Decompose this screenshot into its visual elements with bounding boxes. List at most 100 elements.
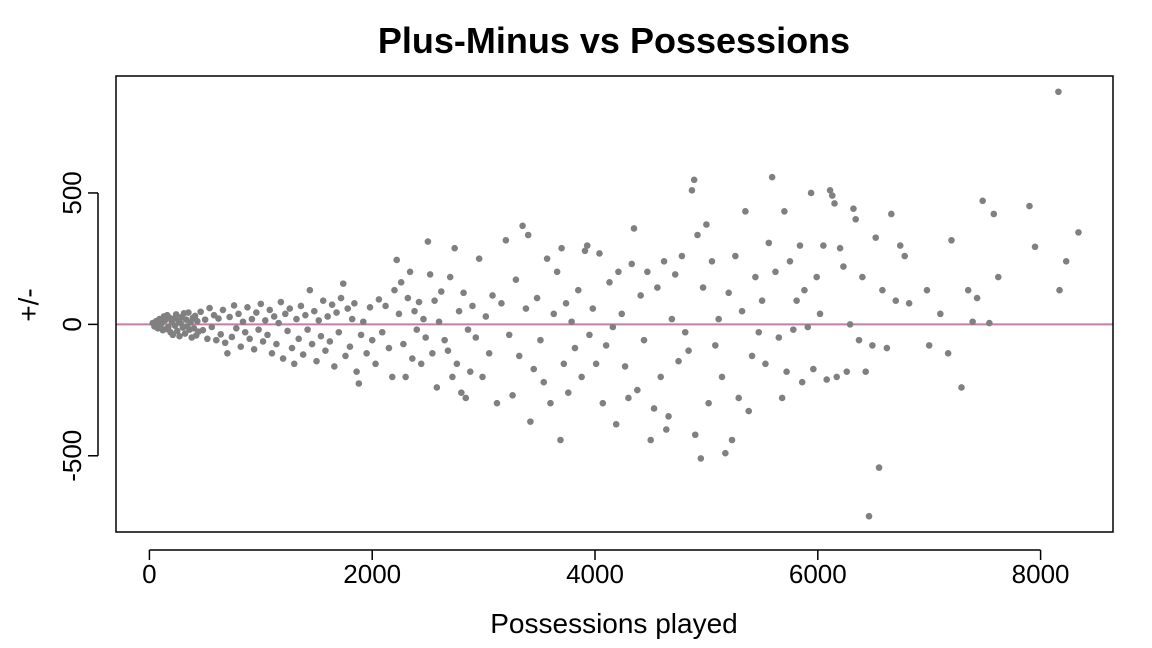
data-point xyxy=(512,276,520,283)
data-point xyxy=(295,335,302,343)
data-point xyxy=(560,360,568,368)
data-point xyxy=(705,399,712,407)
x-tick-label: 8000 xyxy=(1012,559,1070,589)
data-point xyxy=(755,328,763,336)
data-point xyxy=(266,306,274,314)
data-point xyxy=(191,312,199,320)
data-point xyxy=(901,252,908,260)
data-point xyxy=(217,331,225,338)
data-point xyxy=(807,189,815,197)
data-point xyxy=(212,336,220,344)
data-point xyxy=(668,315,676,323)
x-axis-label: Possessions played xyxy=(490,608,737,639)
data-point xyxy=(571,344,579,352)
data-point xyxy=(550,310,558,318)
data-point xyxy=(466,368,474,375)
data-point xyxy=(219,306,227,314)
data-point xyxy=(224,349,231,357)
data-point xyxy=(165,323,172,331)
x-tick-label: 6000 xyxy=(789,559,847,589)
data-point xyxy=(775,334,783,341)
data-point xyxy=(433,384,441,391)
data-point xyxy=(420,315,427,323)
data-point xyxy=(732,252,739,260)
data-point xyxy=(397,279,405,286)
data-point xyxy=(738,307,746,315)
data-point xyxy=(264,331,271,339)
data-point xyxy=(637,292,644,299)
data-point xyxy=(879,286,886,294)
data-point xyxy=(328,301,336,308)
data-point xyxy=(337,294,345,302)
data-point xyxy=(783,368,790,375)
data-point xyxy=(596,250,603,257)
data-point xyxy=(786,257,794,265)
data-point xyxy=(515,352,523,360)
data-point xyxy=(284,327,291,335)
data-point xyxy=(592,360,600,368)
data-point xyxy=(612,420,620,428)
data-point xyxy=(527,418,534,425)
data-point xyxy=(498,300,505,307)
data-point xyxy=(820,242,827,249)
data-point xyxy=(869,342,876,349)
data-point xyxy=(712,342,719,349)
data-point xyxy=(302,311,309,319)
data-point xyxy=(339,280,347,287)
y-tick-label: 0 xyxy=(57,317,87,331)
data-point xyxy=(625,394,632,402)
data-point xyxy=(429,349,436,357)
data-point xyxy=(458,389,465,397)
data-point xyxy=(509,392,516,399)
data-point xyxy=(277,298,285,306)
data-point xyxy=(671,271,679,278)
data-point xyxy=(944,349,952,357)
data-point xyxy=(505,331,513,339)
data-point xyxy=(681,328,689,336)
data-point xyxy=(923,286,931,294)
x-tick-label: 4000 xyxy=(566,559,624,589)
data-point xyxy=(372,360,379,368)
data-point xyxy=(1075,229,1082,236)
data-point xyxy=(253,309,260,316)
data-point xyxy=(355,380,363,387)
data-point xyxy=(562,300,570,307)
data-point xyxy=(297,302,305,310)
data-point xyxy=(675,357,682,365)
data-point xyxy=(537,336,544,344)
data-point xyxy=(453,360,461,368)
data-point xyxy=(657,373,665,381)
data-point xyxy=(831,200,838,207)
data-point xyxy=(524,231,532,239)
y-tick-label: 500 xyxy=(57,171,87,214)
data-point xyxy=(215,315,222,322)
data-point xyxy=(286,305,294,312)
data-point xyxy=(1026,202,1033,210)
data-point xyxy=(268,349,276,357)
data-point xyxy=(444,347,452,354)
data-point xyxy=(194,317,201,325)
data-point xyxy=(315,317,323,324)
data-point xyxy=(1062,257,1070,265)
data-point xyxy=(630,225,638,232)
data-point xyxy=(762,360,769,368)
data-point xyxy=(994,273,1002,281)
data-point xyxy=(843,368,851,375)
data-point xyxy=(813,273,820,281)
data-point xyxy=(781,208,788,215)
data-point xyxy=(589,305,597,312)
data-point xyxy=(319,297,327,305)
data-point xyxy=(475,255,483,262)
data-point xyxy=(375,296,383,303)
data-point xyxy=(346,343,354,351)
data-point xyxy=(173,327,181,335)
data-point xyxy=(382,302,389,310)
data-point xyxy=(363,349,370,357)
data-point xyxy=(578,373,585,381)
data-point xyxy=(892,297,900,305)
data-point xyxy=(244,303,251,311)
x-tick-label: 0 xyxy=(142,559,156,589)
x-axis: 0 2000 4000 6000 8000 xyxy=(142,549,1070,589)
data-point xyxy=(378,328,386,336)
data-point xyxy=(872,234,880,241)
